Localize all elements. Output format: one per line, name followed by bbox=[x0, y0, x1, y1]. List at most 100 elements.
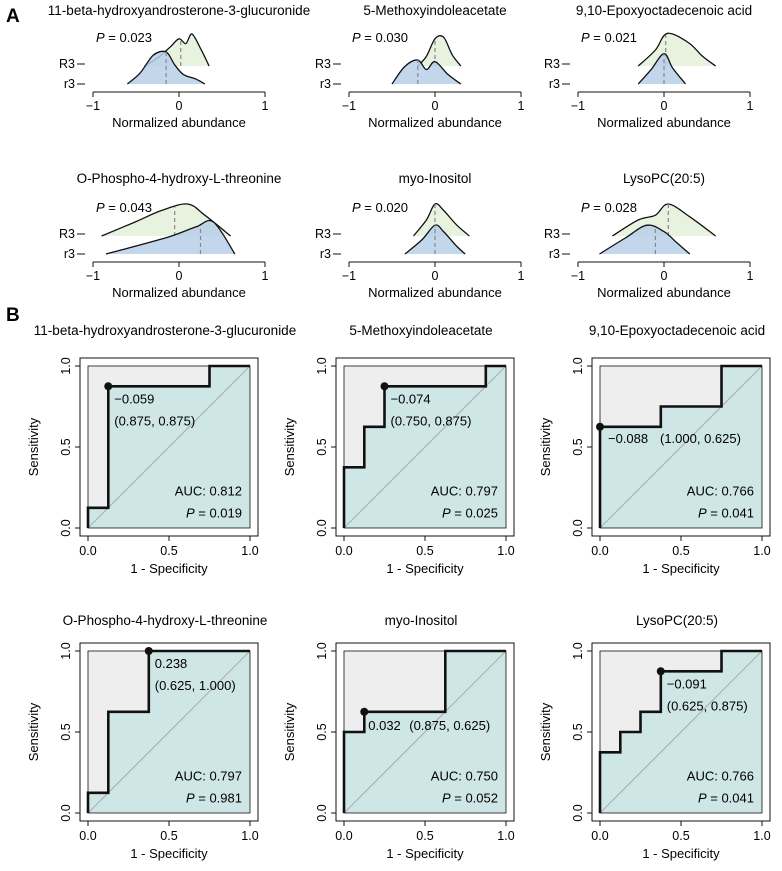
p-value: = 0.021 bbox=[590, 30, 637, 45]
roc-y-tick-label: 1.0 bbox=[59, 357, 73, 374]
density-curve-r3 bbox=[391, 59, 462, 85]
p-value: = 0.981 bbox=[195, 791, 242, 806]
density-curve-r3 bbox=[126, 50, 206, 85]
roc-auc-label: AUC: 0.797 bbox=[431, 484, 498, 499]
density-p-label: P = 0.021 bbox=[581, 30, 637, 45]
density-x-tick-label: 1 bbox=[262, 269, 269, 283]
roc-coord-label: (0.875, 0.625) bbox=[409, 718, 490, 733]
density-group-label: R3 bbox=[315, 227, 331, 241]
p-value: = 0.052 bbox=[451, 791, 498, 806]
density-group-label: r3 bbox=[320, 77, 331, 91]
density-group-label: R3 bbox=[544, 57, 560, 71]
p-value: = 0.028 bbox=[590, 200, 637, 215]
roc-x-tick-label: 0.5 bbox=[160, 829, 177, 843]
roc-coord-label: (0.750, 0.875) bbox=[391, 413, 472, 428]
roc-y-axis-label: Sensitivity bbox=[26, 417, 41, 476]
density-area-R3 bbox=[612, 203, 716, 236]
roc-y-axis-label: Sensitivity bbox=[282, 417, 297, 476]
density-x-tick-label: 0 bbox=[661, 99, 668, 113]
roc-panel: 9,10-Epoxyoctadecenoic acid −0.088 (1.000,… bbox=[538, 323, 771, 576]
roc-x-axis-label: 1 - Specificity bbox=[386, 846, 464, 861]
roc-x-tick-label: 1.0 bbox=[753, 544, 770, 558]
roc-panel: 11-beta-hydroxyandrosterone-3-glucuronid… bbox=[26, 323, 296, 576]
roc-x-tick-label: 0.0 bbox=[79, 829, 96, 843]
roc-panel: myo-Inositol 0.032 (0.875, 0.625) AUC: 0.75… bbox=[282, 613, 515, 861]
roc-auc-label: AUC: 0.812 bbox=[175, 484, 242, 499]
density-area-r3 bbox=[638, 53, 686, 84]
roc-diagonal bbox=[343, 650, 507, 814]
roc-diagonal bbox=[343, 365, 507, 529]
roc-panels: 11-beta-hydroxyandrosterone-3-glucuronid… bbox=[26, 323, 771, 861]
density-x-axis-label: Normalized abundance bbox=[597, 115, 731, 130]
roc-x-tick-label: 1.0 bbox=[497, 829, 514, 843]
density-area-R3 bbox=[638, 33, 716, 66]
p-value: = 0.041 bbox=[707, 791, 754, 806]
roc-p-label: P = 0.019 bbox=[186, 506, 242, 521]
p-symbol: P bbox=[352, 200, 361, 215]
density-title: 5-Methoxyindoleacetate bbox=[363, 3, 506, 18]
p-symbol: P bbox=[581, 30, 590, 45]
roc-threshold-label: −0.074 bbox=[391, 391, 431, 406]
panel-b-letter: B bbox=[6, 305, 20, 326]
p-symbol: P bbox=[352, 30, 361, 45]
p-symbol: P bbox=[442, 791, 451, 806]
density-title: 9,10-Epoxyoctadecenoic acid bbox=[576, 3, 752, 18]
roc-x-tick-label: 0.5 bbox=[672, 544, 689, 558]
density-area-r3 bbox=[599, 225, 690, 254]
roc-curve bbox=[342, 364, 506, 528]
density-group-label: r3 bbox=[320, 247, 331, 261]
density-x-tick-label: 0 bbox=[661, 269, 668, 283]
roc-panel: O-Phospho-4-hydroxy-L-threonine 0.238 (0.6… bbox=[26, 613, 267, 861]
density-title: O-Phospho-4-hydroxy-L-threonine bbox=[77, 171, 282, 186]
roc-y-tick-label: 0.0 bbox=[571, 519, 585, 536]
density-x-tick-label: 1 bbox=[518, 269, 525, 283]
p-value: = 0.019 bbox=[195, 506, 242, 521]
roc-coord-label: (0.875, 0.875) bbox=[114, 413, 195, 428]
roc-best-point bbox=[656, 667, 665, 676]
density-x-tick-label: −1 bbox=[342, 269, 356, 283]
density-title: myo-Inositol bbox=[399, 171, 472, 186]
roc-x-axis-label: 1 - Specificity bbox=[642, 561, 720, 576]
p-value: = 0.020 bbox=[361, 200, 408, 215]
density-x-tick-label: 0 bbox=[432, 99, 439, 113]
roc-auc-label: AUC: 0.766 bbox=[687, 769, 754, 784]
density-curve-R3 bbox=[612, 203, 716, 237]
roc-y-axis-label: Sensitivity bbox=[282, 702, 297, 761]
p-value: = 0.025 bbox=[451, 506, 498, 521]
roc-y-axis-label: Sensitivity bbox=[538, 417, 553, 476]
roc-unit-square bbox=[599, 650, 763, 814]
density-p-label: P = 0.043 bbox=[96, 200, 152, 215]
roc-threshold-label: −0.091 bbox=[667, 676, 707, 691]
roc-p-label: P = 0.981 bbox=[186, 791, 242, 806]
roc-y-tick-label: 1.0 bbox=[59, 642, 73, 659]
roc-best-point bbox=[104, 382, 113, 391]
roc-y-tick-label: 0.5 bbox=[59, 438, 73, 455]
roc-title: 5-Methoxyindoleacetate bbox=[349, 323, 492, 338]
roc-x-axis-label: 1 - Specificity bbox=[130, 561, 208, 576]
roc-y-tick-label: 1.0 bbox=[315, 357, 329, 374]
roc-panel: 5-Methoxyindoleacetate −0.074 (0.750, 0.87… bbox=[282, 323, 515, 576]
roc-coord-label: (0.625, 0.875) bbox=[667, 698, 748, 713]
roc-threshold-label: 0.238 bbox=[155, 656, 188, 671]
roc-x-tick-label: 0.5 bbox=[160, 544, 177, 558]
roc-best-point bbox=[380, 382, 389, 391]
density-group-label: r3 bbox=[549, 77, 560, 91]
density-panels: 11-beta-hydroxyandrosterone-3-glucuronid… bbox=[48, 3, 754, 300]
roc-best-point bbox=[360, 707, 369, 716]
roc-auc-label: AUC: 0.750 bbox=[431, 769, 498, 784]
roc-y-tick-label: 0.5 bbox=[59, 723, 73, 740]
density-group-label: R3 bbox=[315, 57, 331, 71]
density-p-label: P = 0.030 bbox=[352, 30, 408, 45]
density-group-label: r3 bbox=[64, 77, 75, 91]
roc-y-tick-label: 0.5 bbox=[571, 438, 585, 455]
density-p-label: P = 0.028 bbox=[581, 200, 637, 215]
roc-x-tick-label: 1.0 bbox=[241, 544, 258, 558]
density-x-tick-label: 0 bbox=[176, 99, 183, 113]
p-symbol: P bbox=[186, 506, 195, 521]
roc-coord-label: (0.625, 1.000) bbox=[155, 678, 236, 693]
p-symbol: P bbox=[698, 791, 707, 806]
roc-threshold-label: 0.032 bbox=[368, 718, 401, 733]
density-panel: O-Phospho-4-hydroxy-L-threonine P = 0.043… bbox=[59, 171, 281, 300]
